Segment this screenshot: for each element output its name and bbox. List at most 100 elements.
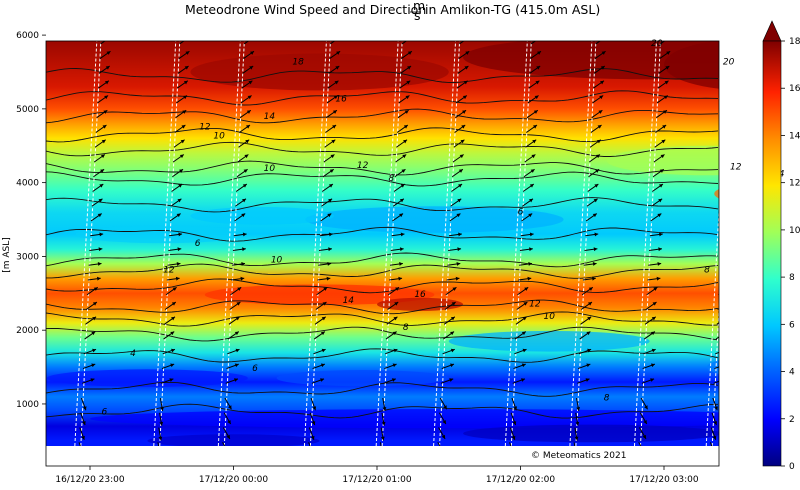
chart-title: Meteodrone Wind Speed and Direction m s …	[185, 0, 600, 23]
wind-arrow	[439, 397, 448, 410]
wind-arrow	[719, 277, 732, 281]
flight-track	[639, 41, 661, 446]
wind-arrow	[387, 301, 399, 310]
wind-arrow	[388, 286, 400, 296]
field-patch	[448, 330, 650, 352]
wind-arrow	[582, 276, 596, 281]
wind-arrow	[321, 198, 333, 207]
wind-arrow	[232, 247, 246, 252]
contour-label: 12	[730, 162, 742, 172]
wind-arrow	[317, 276, 331, 281]
contour-line	[46, 108, 719, 124]
wind-arrow	[728, 110, 739, 117]
wind-arrow	[643, 331, 656, 340]
wind-arrow	[641, 378, 655, 384]
colorbar: 0 2 4 6 8 10 12 14 16 18	[762, 20, 800, 472]
wind-arrow	[457, 65, 469, 74]
colorbar-extend-arrow	[762, 20, 782, 42]
wind-arrow	[514, 348, 527, 355]
wind-arrow	[320, 213, 332, 222]
wind-arrow	[325, 124, 337, 133]
wind-arrow	[82, 363, 96, 370]
wind-arrow	[396, 124, 409, 133]
wind-arrow	[323, 154, 335, 163]
wind-arrow	[580, 316, 592, 325]
colorbar-tick-label: 4	[789, 368, 795, 378]
flight-track	[74, 41, 98, 446]
wind-arrow	[590, 124, 602, 133]
contour-label: 18	[292, 58, 304, 68]
x-tick-label: 17/12/20 03:00	[629, 475, 698, 485]
wind-arrow	[393, 183, 405, 192]
contour-label: 12	[163, 266, 175, 276]
flight-track	[633, 41, 657, 446]
wind-arrow	[509, 427, 516, 440]
wind-arrow	[584, 247, 598, 252]
wind-arrow	[523, 168, 535, 178]
wind-arrow	[727, 125, 738, 132]
wind-arrow	[444, 301, 456, 310]
wind-arrow	[446, 276, 460, 281]
wind-arrow	[237, 154, 249, 163]
contour-label: 8	[704, 266, 710, 276]
contour-label: 14	[264, 112, 276, 122]
wind-arrow	[443, 331, 455, 340]
wind-arrow	[443, 316, 456, 325]
wind-arrow	[172, 154, 185, 163]
wind-arrow	[96, 109, 108, 119]
wind-arrow	[451, 168, 464, 178]
wind-arrow	[10, 378, 22, 383]
wind-arrow	[164, 316, 176, 325]
wind-arrow	[519, 262, 533, 266]
watermark: © Meteomatics 2021	[531, 451, 626, 461]
wind-arrow	[581, 301, 593, 310]
wind-arrow	[398, 95, 410, 104]
wind-arrow	[592, 95, 604, 104]
wind-arrow	[94, 139, 106, 148]
wind-arrow	[167, 262, 181, 266]
wind-arrow	[174, 124, 186, 133]
contour-line	[46, 403, 719, 419]
contour-label: 10	[543, 312, 555, 322]
wind-arrow	[729, 96, 740, 103]
contour-line	[46, 226, 719, 242]
wind-arrow	[586, 198, 598, 207]
wind-arrow	[385, 331, 397, 340]
wind-arrow	[93, 168, 105, 178]
wind-arrow	[381, 412, 386, 426]
wind-arrow	[308, 427, 315, 440]
contour-line	[46, 299, 719, 315]
wind-arrow	[27, 66, 38, 73]
field-patch	[90, 409, 719, 429]
contour-label: 20	[723, 58, 735, 68]
wind-arrow	[18, 247, 31, 251]
wind-arrow	[386, 316, 398, 325]
contour-label: 14	[343, 296, 355, 306]
wind-arrow	[242, 65, 254, 74]
wind-arrow	[319, 232, 333, 237]
wind-arrow	[718, 293, 719, 296]
x-tick-label: 17/12/20 00:00	[199, 475, 268, 485]
wind-arrow	[654, 139, 666, 148]
wind-arrow	[26, 96, 37, 103]
wind-arrow	[726, 155, 737, 162]
wind-arrow	[527, 95, 539, 104]
y-tick-label: 4000	[16, 179, 39, 189]
wind-arrow	[647, 276, 661, 281]
wind-arrow	[656, 95, 669, 104]
x-tick-label: 17/12/20 02:00	[486, 475, 555, 485]
wind-arrow	[227, 331, 240, 340]
contour-line	[46, 381, 719, 397]
wind-arrow	[652, 183, 664, 192]
wind-arrow	[528, 80, 540, 89]
wind-arrow	[396, 139, 408, 148]
wind-arrow	[712, 397, 718, 411]
wind-arrow	[98, 65, 110, 74]
contour-line	[46, 160, 719, 176]
flight-track	[9, 41, 29, 446]
wind-arrow	[451, 183, 463, 192]
wind-arrow	[401, 41, 408, 45]
wind-arrow	[525, 139, 537, 148]
field-patch	[305, 206, 564, 233]
y-tick-label: 6000	[16, 31, 39, 41]
